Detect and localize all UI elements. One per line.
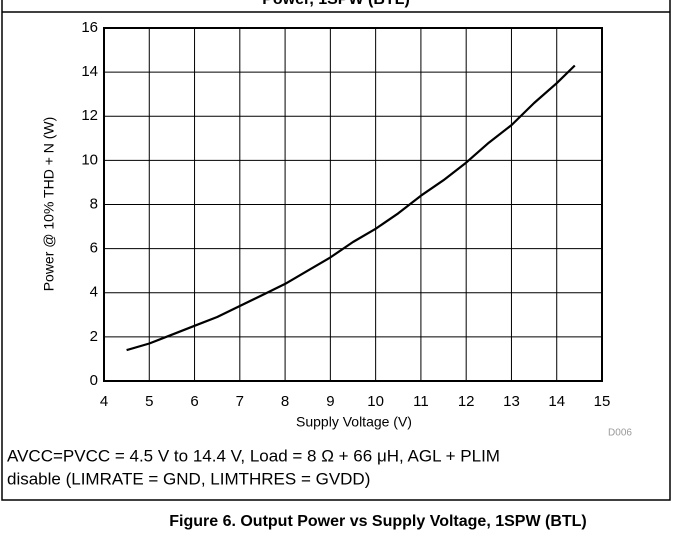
- y-tick-label: 4: [90, 284, 98, 301]
- figure-caption: Figure 6. Output Power vs Supply Voltage…: [169, 513, 587, 530]
- note-line: disable (LIMRATE = GND, LIMTHRES = GVDD): [7, 469, 370, 488]
- x-tick-label: 12: [458, 393, 475, 410]
- x-tick-label: 11: [413, 393, 429, 410]
- note-line: AVCC=PVCC = 4.5 V to 14.4 V, Load = 8 Ω …: [7, 446, 500, 465]
- x-tick-label: 6: [190, 393, 198, 410]
- figure-code: D006: [608, 428, 632, 439]
- y-tick-label: 0: [90, 372, 98, 389]
- y-tick-label: 12: [81, 107, 98, 124]
- x-axis-label: Supply Voltage (V): [296, 414, 412, 430]
- y-tick-label: 6: [90, 240, 98, 257]
- y-tick-label: 10: [81, 151, 98, 168]
- plot-border: [103, 27, 603, 382]
- x-tick-label: 4: [100, 393, 108, 410]
- x-tick-label: 9: [326, 393, 334, 410]
- y-axis-label: Power @ 10% THD + N (W): [41, 117, 57, 292]
- x-tick-label: 5: [145, 393, 153, 410]
- chart-title: Power, 1SPW (BTL): [262, 0, 410, 8]
- y-tick-label: 16: [81, 19, 98, 36]
- frame: [1, 0, 671, 501]
- x-tick-label: 13: [503, 393, 520, 410]
- x-tick-label: 7: [236, 393, 244, 410]
- x-tick-label: 15: [594, 393, 611, 410]
- data-line: [126, 64, 576, 352]
- y-tick-label: 2: [90, 328, 98, 345]
- y-tick-label: 14: [81, 63, 98, 80]
- x-tick-label: 8: [281, 393, 289, 410]
- x-tick-label: 10: [367, 393, 384, 410]
- x-tick-label: 14: [548, 393, 565, 410]
- y-tick-label: 8: [90, 195, 98, 212]
